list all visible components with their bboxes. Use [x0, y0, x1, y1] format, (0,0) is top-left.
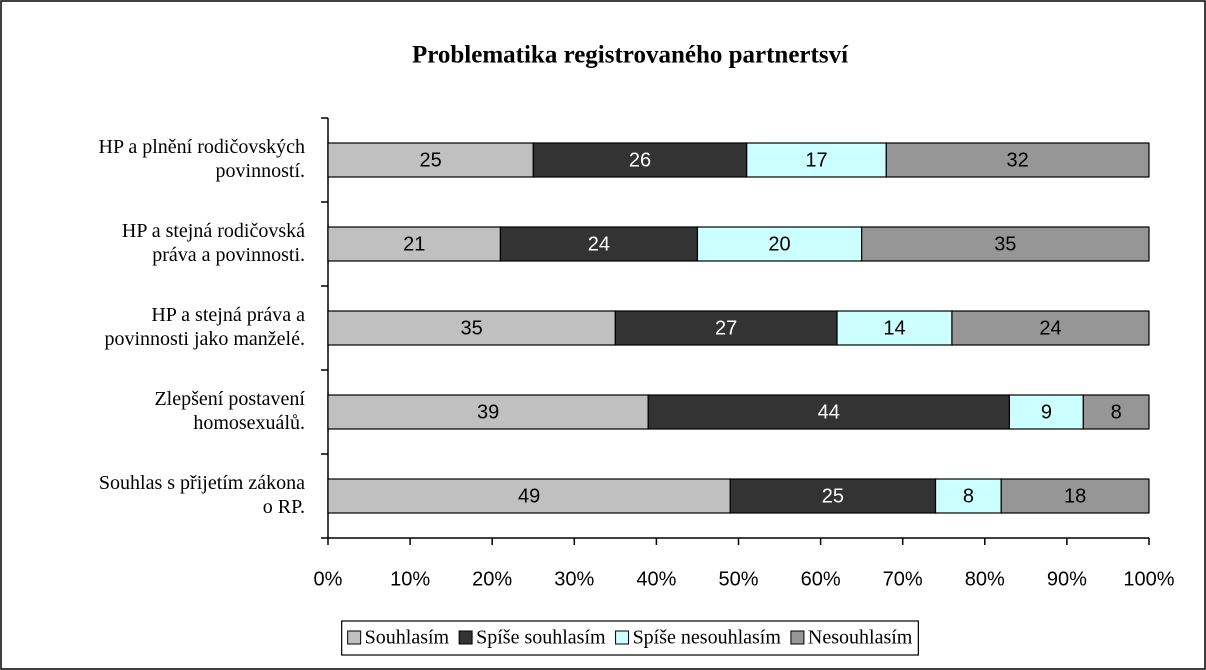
bar-segment: [327, 226, 502, 262]
x-tick-label: 70%: [883, 568, 923, 590]
data-label: 8: [1111, 401, 1122, 423]
legend-swatch: [458, 630, 473, 645]
legend-label: Souhlasím: [365, 627, 450, 649]
bar-segment: [647, 394, 1011, 430]
bar-segment: [614, 310, 838, 346]
x-tick-label: 60%: [801, 568, 841, 590]
data-label: 21: [403, 233, 425, 255]
bar-segment: [1008, 394, 1084, 430]
data-label: 24: [588, 233, 610, 255]
x-tick-label: 40%: [636, 568, 676, 590]
data-label: 24: [1039, 317, 1061, 339]
data-label: 9: [1041, 401, 1052, 423]
data-label: 20: [768, 233, 790, 255]
data-label: 26: [629, 149, 651, 171]
x-tick-label: 100%: [1123, 568, 1174, 590]
legend-box: [341, 620, 919, 656]
x-tick-label: 10%: [390, 568, 430, 590]
bar-segment: [1000, 478, 1150, 514]
data-label: 25: [420, 149, 442, 171]
x-tick-label: 20%: [472, 568, 512, 590]
bar-segment: [729, 478, 937, 514]
bar-segment: [327, 478, 731, 514]
y-tick-label: Souhlas s přijetím zákona o RP.: [99, 472, 305, 518]
data-label: 35: [994, 233, 1016, 255]
bar-segment: [1082, 394, 1150, 430]
bar-segment: [327, 394, 649, 430]
data-label: 39: [477, 401, 499, 423]
bar-segment: [934, 478, 1002, 514]
legend-swatch: [347, 630, 362, 645]
y-tick-label: HP a stejná rodičovská práva a povinnosti…: [122, 220, 305, 266]
bar-segment: [951, 310, 1150, 346]
data-label: 27: [715, 317, 737, 339]
y-tick-label: Zlepšení postavení homosexuálů.: [154, 388, 305, 434]
data-label: 14: [883, 317, 905, 339]
data-label: 44: [818, 401, 840, 423]
legend-label: Spíše nesouhlasím: [633, 627, 782, 649]
legend-swatch: [615, 630, 630, 645]
data-label: 18: [1064, 485, 1086, 507]
bar-segment: [836, 310, 953, 346]
x-tick-label: 30%: [554, 568, 594, 590]
x-tick-label: 0%: [314, 568, 343, 590]
x-tick-label: 90%: [1047, 568, 1087, 590]
data-label: 32: [1007, 149, 1029, 171]
bar-segment: [499, 226, 699, 262]
bar-segment: [861, 226, 1150, 262]
bar-segment: [696, 226, 863, 262]
bar-segment: [885, 142, 1150, 178]
bar-segment: [327, 310, 616, 346]
y-tick-label: HP a stejná práva a povinnosti jako manže…: [104, 304, 305, 350]
bar-segment: [532, 142, 748, 178]
data-label: 25: [822, 485, 844, 507]
data-label: 35: [461, 317, 483, 339]
x-tick-label: 80%: [965, 568, 1005, 590]
legend-swatch: [790, 630, 805, 645]
data-label: 17: [805, 149, 827, 171]
y-tick-label: HP a plnění rodičovských povinností.: [99, 136, 305, 182]
data-label: 49: [518, 485, 540, 507]
data-label: 8: [963, 485, 974, 507]
legend-label: Nesouhlasím: [808, 627, 913, 649]
chart-title: Problematika registrovaného partnertsví: [412, 42, 849, 69]
x-tick-label: 50%: [718, 568, 758, 590]
legend: Souhlasím Spíše souhlasím Spíše nesouhlasí…: [341, 620, 919, 656]
legend-label: Spíše souhlasím: [476, 627, 606, 649]
